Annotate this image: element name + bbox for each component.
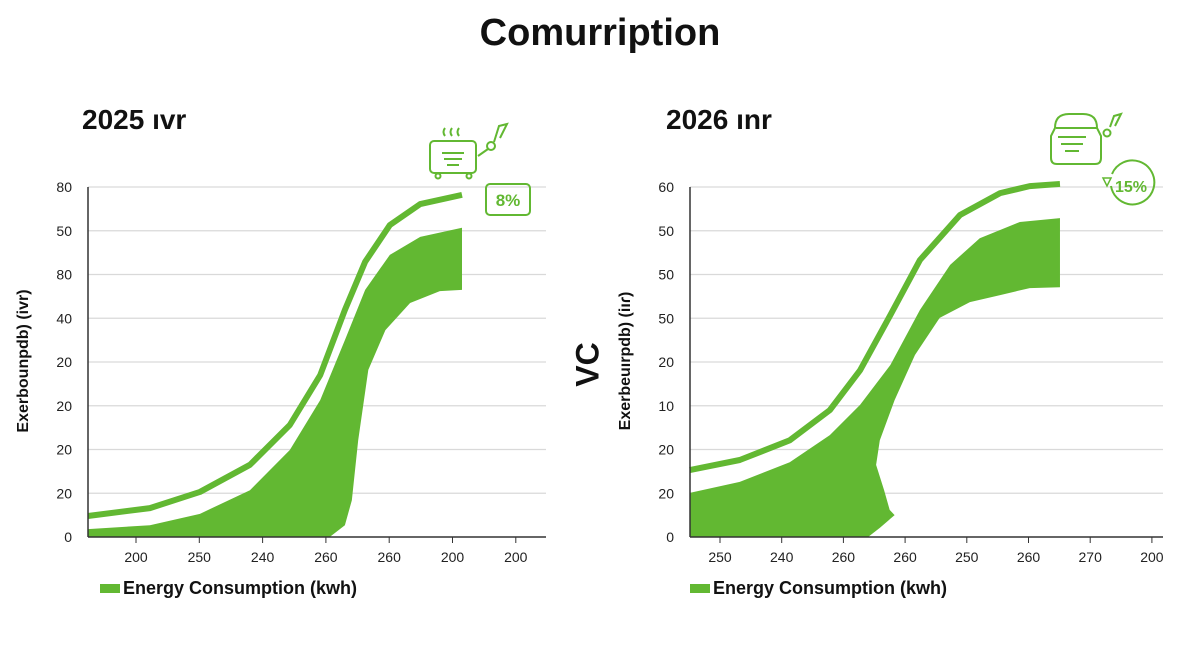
x-tick-label: 260 [314, 549, 338, 565]
cycle-arrow-icon [1110, 159, 1156, 206]
x-tick-label: 250 [955, 549, 979, 565]
y-tick-label: 0 [64, 529, 72, 545]
x-tick-label: 250 [708, 549, 732, 565]
x-tick-label: 260 [378, 549, 402, 565]
consumption-band [689, 218, 1060, 537]
steam [442, 127, 460, 137]
y-tick-label: 0 [666, 529, 674, 545]
x-tick-label: 260 [1017, 549, 1041, 565]
consumption-line [689, 180, 1061, 474]
percent-badge-label: 8% [496, 191, 521, 210]
y-tick-label: 50 [658, 267, 674, 283]
icon-bolt [1109, 112, 1123, 128]
consumption-line [87, 191, 463, 519]
x-tick-label: 200 [504, 549, 528, 565]
y-tick-label: 50 [658, 310, 674, 326]
x-tick-label: 200 [124, 549, 148, 565]
y-tick-label: 80 [56, 179, 72, 195]
percent-cycle-label: 15% [1115, 179, 1147, 196]
icon-bolt [477, 122, 509, 157]
legend-label: Energy Consumption (kwh) [713, 578, 947, 598]
icon-body [429, 140, 477, 174]
x-tick-label: 200 [441, 549, 465, 565]
y-tick-label: 20 [56, 442, 72, 458]
chart-2-title: 2026 ınr [666, 104, 772, 135]
chart-2: 0 20 20 10 20 50 50 50 60 250 240 260 260 250 260 270 20… [658, 179, 1163, 565]
legend-swatch [690, 584, 710, 593]
x-tick-label: 260 [893, 549, 917, 565]
percent-badge [485, 183, 531, 216]
chart-1-legend: Energy Consumption (kwh) [100, 578, 357, 599]
x-tick-label: 270 [1079, 549, 1103, 565]
y-tick-label: 50 [658, 223, 674, 239]
icon-plug [486, 141, 496, 151]
chart-2-legend: Energy Consumption (kwh) [690, 578, 947, 599]
y-tick-label: 20 [56, 354, 72, 370]
main-title: Comurription [479, 12, 721, 54]
chart-1: 0 20 20 20 20 40 80 50 80 200 250 240 260 260 200 200 [56, 179, 546, 565]
icon-foot [434, 172, 442, 180]
y-tick-label: 20 [658, 485, 674, 501]
appliance-bread-icon [1050, 112, 1123, 165]
x-tick-label: 240 [770, 549, 794, 565]
y-tick-label: 40 [56, 310, 72, 326]
y-tick-label: 20 [658, 442, 674, 458]
y-tick-label: 20 [56, 485, 72, 501]
x-tick-label: 200 [1140, 549, 1164, 565]
appliance-toaster-icon [429, 122, 509, 180]
icon-body [1050, 113, 1102, 165]
chart-1-title: 2025 ıvr [82, 104, 187, 135]
y-tick-label: 50 [56, 223, 72, 239]
x-tick-label: 260 [832, 549, 856, 565]
icon-foot [465, 172, 473, 180]
y-tick-label: 80 [56, 267, 72, 283]
y-tick-label: 20 [658, 354, 674, 370]
y-tick-label: 60 [658, 179, 674, 195]
arrow-head-icon [1101, 177, 1113, 188]
x-tick-label: 250 [188, 549, 212, 565]
icon-plug [1102, 128, 1112, 138]
legend-label: Energy Consumption (kwh) [123, 578, 357, 598]
y-tick-label: 10 [658, 398, 674, 414]
y-tick-label: 20 [56, 398, 72, 414]
consumption-band [87, 227, 462, 537]
x-tick-label: 240 [251, 549, 275, 565]
legend-swatch [100, 584, 120, 593]
